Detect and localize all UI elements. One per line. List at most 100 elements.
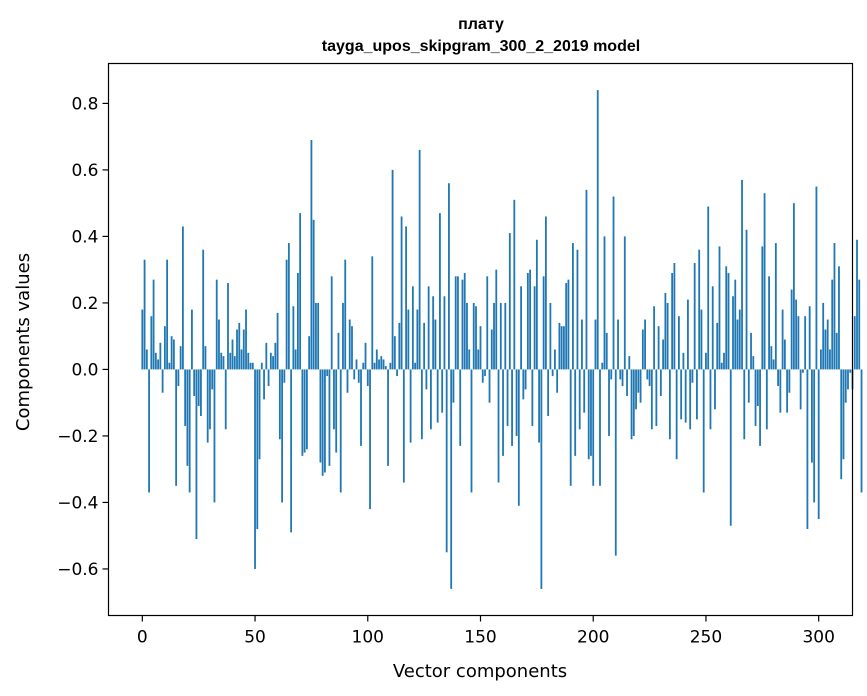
bar xyxy=(835,332,838,370)
bar xyxy=(691,369,694,383)
bar xyxy=(445,369,448,553)
bar xyxy=(468,349,471,370)
bar xyxy=(145,349,148,370)
bar xyxy=(209,369,211,430)
bar xyxy=(290,369,293,533)
plot-frame xyxy=(107,62,854,617)
bar xyxy=(659,369,662,397)
y-tick-label: −0.6 xyxy=(57,560,98,580)
bar xyxy=(161,369,164,393)
bar xyxy=(461,279,464,370)
bar xyxy=(524,369,527,390)
bar xyxy=(838,266,840,370)
bar xyxy=(738,309,741,370)
bar xyxy=(220,352,223,370)
bar xyxy=(292,306,295,370)
bar xyxy=(177,369,180,387)
x-tick-label: 200 xyxy=(577,628,609,648)
y-tick-label: 0.4 xyxy=(71,227,98,247)
bar xyxy=(278,369,281,440)
bar xyxy=(452,369,455,403)
bar xyxy=(844,369,847,403)
bar xyxy=(283,369,286,383)
bar xyxy=(335,369,338,453)
bar xyxy=(515,369,518,436)
bar xyxy=(752,356,755,370)
bar xyxy=(380,356,383,370)
bar xyxy=(763,193,766,370)
bar xyxy=(666,302,669,370)
bar xyxy=(668,369,671,440)
bar xyxy=(418,149,421,370)
bar xyxy=(154,352,157,370)
bar xyxy=(324,369,326,473)
bar xyxy=(337,332,340,370)
bar xyxy=(714,369,716,410)
bar xyxy=(587,369,590,460)
bar xyxy=(184,369,187,426)
bar xyxy=(317,302,320,370)
bar xyxy=(702,369,705,493)
bar xyxy=(400,216,403,370)
bar xyxy=(294,349,297,370)
bar xyxy=(218,319,220,370)
bar xyxy=(635,369,637,410)
bar xyxy=(644,319,646,370)
bar xyxy=(544,216,547,370)
bar xyxy=(260,362,263,370)
bar xyxy=(617,319,619,370)
bar xyxy=(605,332,608,370)
bar xyxy=(693,263,696,370)
bar xyxy=(306,369,308,450)
bar xyxy=(263,369,265,400)
bar xyxy=(585,189,588,370)
bar xyxy=(202,249,205,370)
bar xyxy=(346,369,349,393)
bar xyxy=(777,369,779,387)
bar xyxy=(858,279,861,370)
bar xyxy=(727,272,730,370)
bar xyxy=(590,369,592,456)
bar xyxy=(628,356,631,370)
bar xyxy=(222,356,225,370)
bar xyxy=(567,279,570,370)
bar xyxy=(238,322,241,370)
bar xyxy=(626,369,628,397)
y-tick-label: 0.6 xyxy=(71,161,98,181)
bar xyxy=(549,302,552,370)
bar xyxy=(265,342,268,370)
bar xyxy=(272,356,274,370)
bar xyxy=(732,296,734,370)
bar xyxy=(391,169,394,370)
bar xyxy=(535,239,538,370)
x-tick-label: 300 xyxy=(802,628,834,648)
bar xyxy=(425,369,428,390)
bar xyxy=(312,219,315,370)
bar xyxy=(378,359,380,370)
bar xyxy=(826,319,829,370)
bar xyxy=(756,369,759,407)
bar xyxy=(517,369,520,506)
bar xyxy=(736,319,739,370)
bar xyxy=(371,256,374,370)
bar xyxy=(373,362,376,370)
bar xyxy=(287,243,290,370)
bar xyxy=(565,282,568,370)
bar xyxy=(436,369,439,423)
bar xyxy=(623,236,626,370)
bar xyxy=(768,276,770,370)
bar xyxy=(799,369,802,410)
bar xyxy=(792,203,795,370)
bar xyxy=(197,369,200,407)
bar xyxy=(705,352,707,370)
bar xyxy=(152,279,155,370)
bar xyxy=(398,322,401,370)
bar xyxy=(477,349,480,370)
bar xyxy=(157,359,159,370)
bar xyxy=(599,369,601,486)
x-axis-label: Vector components xyxy=(393,661,567,682)
bar xyxy=(384,366,387,370)
bar xyxy=(770,346,773,370)
